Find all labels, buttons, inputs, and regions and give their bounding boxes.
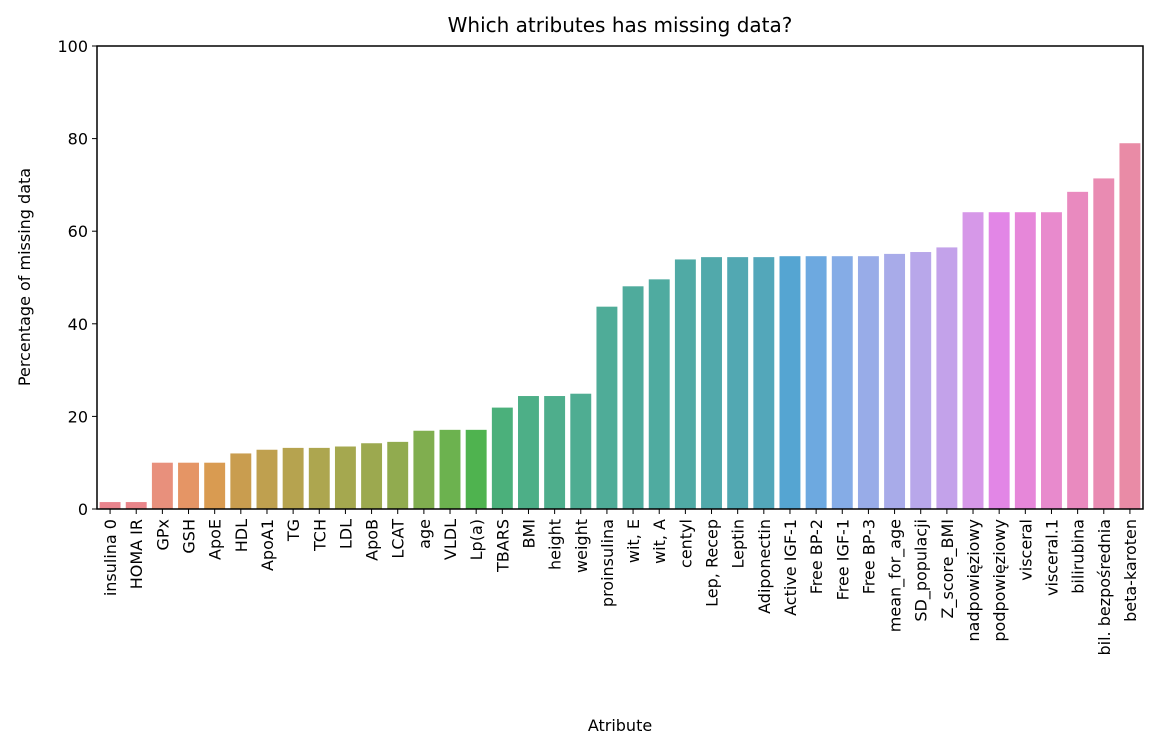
x-tick-label-28: Free IGF-1 — [833, 519, 852, 600]
x-tick-label-8: TCH — [310, 519, 329, 552]
bar-3 — [178, 462, 199, 509]
x-tick-label-1: HOMA IR — [127, 519, 146, 589]
bar-13 — [439, 429, 461, 509]
x-axis: insulina 0 HOMA IR GPx GSH ApoE HDL ApoA1 TG TCH… — [101, 509, 1140, 656]
bar-26 — [779, 256, 801, 509]
bar-29 — [857, 256, 879, 509]
x-tick-label-0: insulina 0 — [101, 519, 120, 596]
bar-11 — [387, 441, 409, 509]
x-tick-label-37: bilirubina — [1069, 519, 1088, 594]
x-tick-label-19: proinsulina — [598, 519, 617, 607]
x-tick-label-30: mean_for_age — [886, 519, 906, 632]
x-tick-label-34: podpowięziowy — [990, 519, 1009, 642]
bar-36 — [1041, 212, 1062, 509]
bar-21 — [648, 279, 670, 509]
x-tick-label-39: beta-karoten — [1121, 519, 1140, 622]
bars-group — [99, 143, 1141, 510]
bar-10 — [361, 443, 383, 509]
bar-31 — [910, 252, 932, 509]
bar-1 — [125, 502, 147, 509]
bar-38 — [1093, 178, 1115, 510]
x-tick-label-21: wit, A — [650, 519, 669, 564]
bar-8 — [308, 447, 330, 509]
x-tick-label-4: ApoE — [206, 519, 225, 560]
x-tick-label-3: GSH — [180, 519, 199, 554]
bar-7 — [282, 447, 304, 509]
x-tick-label-38: bil. bezpośrednia — [1095, 519, 1114, 656]
x-tick-label-13: VLDL — [441, 519, 460, 560]
x-tick-label-23: Lep, Recep — [703, 519, 722, 607]
plot-frame — [96, 45, 1144, 510]
bar-12 — [413, 430, 435, 509]
bar-17 — [544, 396, 566, 509]
x-tick-label-11: LCAT — [389, 519, 408, 559]
y-tick-label-0: 0 — [78, 500, 88, 519]
x-tick-label-31: SD_populacji — [912, 519, 932, 622]
x-tick-label-7: TG — [284, 519, 303, 542]
x-tick-label-14: Lp(a) — [467, 519, 486, 560]
bar-18 — [570, 393, 592, 509]
x-tick-label-18: weight — [572, 519, 591, 573]
x-tick-label-33: nadpowięziowy — [964, 519, 983, 642]
bar-37 — [1067, 191, 1089, 509]
bar-39 — [1119, 143, 1141, 510]
x-tick-label-27: Free BP-2 — [807, 519, 826, 594]
bar-22 — [674, 259, 696, 509]
bar-20 — [622, 286, 644, 509]
bar-34 — [988, 212, 1010, 509]
bar-6 — [256, 449, 278, 509]
x-tick-label-15: TBARS — [493, 519, 512, 573]
x-tick-label-36: visceral.1 — [1042, 519, 1061, 596]
x-tick-label-6: ApoA1 — [258, 519, 277, 571]
x-tick-label-35: visceral — [1016, 519, 1035, 581]
x-tick-label-5: HDL — [232, 519, 251, 552]
x-tick-label-32: Z_score_BMI — [938, 519, 958, 618]
x-tick-label-25: Adiponectin — [755, 519, 774, 614]
bar-27 — [805, 256, 827, 509]
x-tick-label-29: Free BP-3 — [859, 519, 878, 594]
y-tick-label-1: 20 — [68, 407, 88, 426]
x-tick-label-20: wit, E — [624, 519, 643, 563]
bar-30 — [884, 253, 906, 509]
x-tick-label-22: centyl — [676, 519, 695, 568]
bar-5 — [230, 453, 252, 509]
x-tick-label-26: Active IGF-1 — [781, 519, 800, 616]
bar-9 — [334, 446, 356, 509]
x-tick-label-9: LDL — [336, 519, 355, 549]
x-tick-label-24: Leptin — [729, 519, 748, 569]
y-tick-label-2: 40 — [68, 315, 88, 334]
bar-23 — [701, 257, 722, 509]
x-tick-label-12: age — [415, 519, 434, 549]
bar-16 — [518, 396, 539, 509]
x-tick-label-17: height — [546, 519, 565, 570]
bar-24 — [727, 257, 749, 509]
bar-14 — [465, 429, 487, 509]
bar-2 — [151, 462, 173, 509]
bar-35 — [1014, 212, 1036, 509]
bar-28 — [831, 256, 853, 509]
y-tick-label-4: 80 — [68, 130, 88, 149]
y-axis: 0 20 40 60 80 100 — [57, 37, 97, 519]
x-tick-label-10: ApoB — [363, 519, 382, 561]
y-tick-label-5: 100 — [57, 37, 88, 56]
bar-19 — [596, 306, 618, 509]
x-tick-label-2: GPx — [153, 519, 172, 551]
x-axis-title: Atribute — [588, 716, 652, 735]
bar-33 — [962, 212, 984, 509]
bar-25 — [753, 257, 775, 509]
bar-15 — [491, 407, 513, 509]
bar-32 — [936, 247, 958, 509]
y-tick-label-3: 60 — [68, 222, 88, 241]
x-tick-label-16: BMI — [519, 519, 538, 549]
y-axis-title: Percentage of missing data — [15, 168, 34, 386]
bar-4 — [204, 462, 226, 509]
chart-title: Which atributes has missing data? — [448, 13, 793, 37]
bar-0 — [99, 502, 121, 509]
